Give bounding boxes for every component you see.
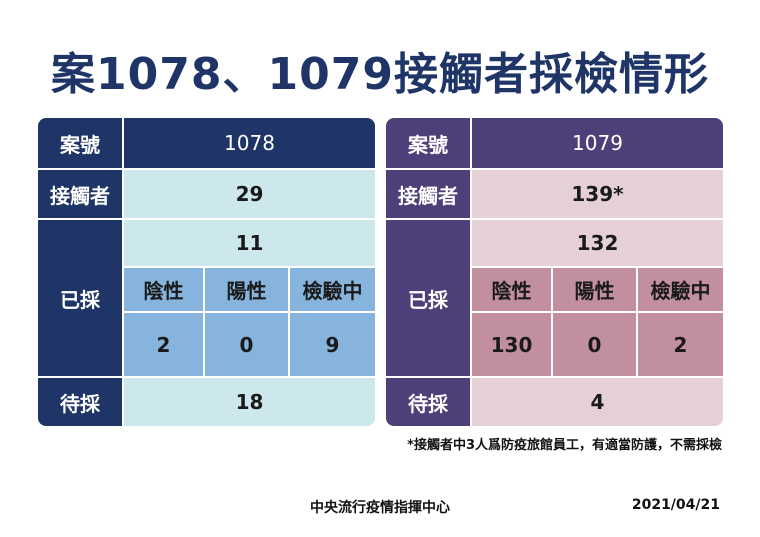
- tested-value: 132: [472, 220, 723, 266]
- tested-label: 已採: [386, 220, 470, 376]
- negative-label: 陰性: [124, 268, 203, 311]
- contacts-label: 接觸者: [386, 170, 470, 218]
- footer-date: 2021/04/21: [631, 497, 720, 513]
- pending-test-value: 9: [290, 313, 375, 376]
- contacts-label: 接觸者: [38, 170, 122, 218]
- pending-test-label: 檢驗中: [638, 268, 723, 311]
- pending-test-value: 2: [638, 313, 723, 376]
- footnote: *接觸者中3人爲防疫旅館員工，有適當防護，不需採檢: [407, 438, 722, 453]
- case-no-value: 1079: [472, 118, 723, 168]
- negative-label: 陰性: [472, 268, 551, 311]
- page-title: 案1078、1079接觸者採檢情形: [51, 49, 709, 100]
- case-no-label: 案號: [386, 118, 470, 168]
- positive-label: 陽性: [553, 268, 636, 311]
- negative-value: 2: [124, 313, 203, 376]
- awaiting-label: 待採: [38, 378, 122, 426]
- positive-value: 0: [205, 313, 288, 376]
- contacts-value: 139*: [472, 170, 723, 218]
- case-1078-table: 案號 1078 接觸者 29 已採 11 陰性 陽性 檢驗中 2 0 9 待採 …: [38, 118, 375, 426]
- case-no-value: 1078: [124, 118, 375, 168]
- contacts-value: 29: [124, 170, 375, 218]
- tested-value: 11: [124, 220, 375, 266]
- awaiting-value: 4: [472, 378, 723, 426]
- pending-test-label: 檢驗中: [290, 268, 375, 311]
- footer-org: 中央流行疫情指揮中心: [310, 500, 450, 516]
- positive-label: 陽性: [205, 268, 288, 311]
- case-no-label: 案號: [38, 118, 122, 168]
- negative-value: 130: [472, 313, 551, 376]
- tested-label: 已採: [38, 220, 122, 376]
- positive-value: 0: [553, 313, 636, 376]
- case-1079-table: 案號 1079 接觸者 139* 已採 132 陰性 陽性 檢驗中 130 0 …: [386, 118, 723, 426]
- awaiting-label: 待採: [386, 378, 470, 426]
- awaiting-value: 18: [124, 378, 375, 426]
